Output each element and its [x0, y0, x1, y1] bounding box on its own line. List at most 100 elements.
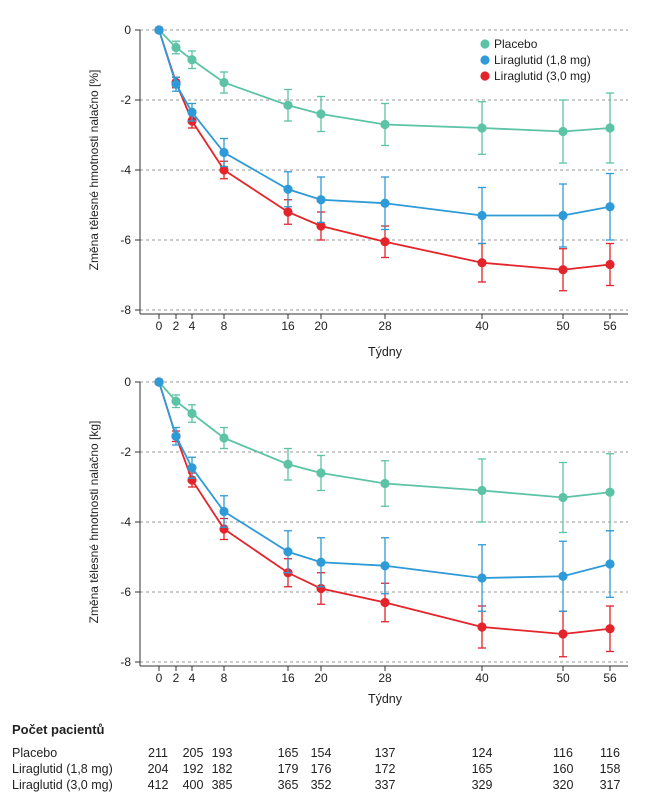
data-point: [316, 195, 326, 205]
series-1: [154, 25, 615, 164]
data-point: [558, 571, 568, 581]
patient-counts-title: Počet pacientů: [12, 722, 105, 737]
patient-count-cell: 165: [471, 762, 493, 776]
x-tick-label: 0: [156, 319, 163, 333]
data-point: [380, 561, 390, 571]
data-point: [219, 506, 229, 517]
data-point: [380, 119, 390, 130]
series-3: [154, 25, 615, 292]
y-tick-label: -4: [120, 515, 131, 529]
x-tick-label: 20: [314, 319, 328, 333]
data-point: [477, 258, 487, 268]
patient-count-cell: 165: [277, 746, 299, 760]
patient-count-cell: 160: [552, 762, 574, 776]
patient-count-cell: 172: [374, 762, 396, 776]
patient-count-row: Liraglutid (3,0 mg) 412 400 385 365 352 337 329…: [8, 778, 648, 794]
x-tick-label: 16: [281, 671, 295, 685]
data-point: [605, 624, 615, 634]
data-point: [558, 492, 568, 503]
data-point: [558, 629, 568, 639]
y-tick-label: -8: [120, 655, 131, 669]
data-point: [316, 468, 326, 478]
patient-count-cell: 179: [277, 762, 299, 776]
x-tick-label: 16: [281, 319, 295, 333]
patient-count-row-label: Placebo: [12, 746, 58, 760]
x-tick-label: 56: [603, 671, 617, 685]
legend-label: Liraglutid (3,0 mg): [494, 69, 591, 83]
patient-count-cell: 204: [147, 762, 169, 776]
y-tick-label: 0: [124, 375, 131, 389]
x-tick-label: 50: [556, 671, 570, 685]
data-point: [316, 109, 326, 119]
x-tick-label: 0: [156, 671, 163, 685]
patient-count-cell: 182: [211, 762, 233, 776]
legend-label: Placebo: [494, 37, 538, 51]
patient-count-cell: 329: [471, 778, 493, 792]
series-line: [158, 381, 611, 579]
data-point: [171, 396, 181, 406]
data-point: [283, 207, 293, 217]
data-point: [171, 431, 181, 441]
data-point: [219, 165, 229, 175]
series-2: [154, 25, 615, 248]
data-point: [219, 147, 229, 158]
patient-count-cell: 365: [277, 778, 299, 792]
data-point: [605, 487, 615, 497]
x-tick-label: 2: [173, 319, 180, 333]
data-point: [605, 123, 615, 133]
y-axis-label: Změna tělesné hmotnosti nalačno [%]: [87, 70, 101, 271]
patient-count-cell: 192: [182, 762, 204, 776]
x-tick-label: 40: [475, 319, 489, 333]
data-point: [380, 198, 390, 208]
data-point: [605, 259, 615, 270]
series-2: [154, 377, 615, 612]
data-point: [154, 377, 164, 387]
x-tick-label: 4: [189, 671, 196, 685]
series-line: [158, 29, 611, 271]
patient-count-cell: 352: [310, 778, 332, 792]
data-point: [477, 622, 487, 632]
patient-count-cell: 176: [310, 762, 332, 776]
x-axis-label: Týdny: [368, 692, 403, 706]
series-line: [158, 29, 611, 133]
data-point: [154, 25, 164, 35]
patient-count-cell: 205: [182, 746, 204, 760]
y-tick-label: -6: [120, 233, 131, 247]
patient-count-row: Placebo 211 205 193 165 154 137 124 116 116: [8, 746, 648, 762]
series-3: [154, 377, 615, 658]
data-point: [605, 202, 615, 212]
data-point: [477, 123, 487, 133]
y-axis-label: Změna tělesné hmotnosti nalačno [kg]: [87, 421, 101, 624]
y-tick-label: -6: [120, 585, 131, 599]
x-tick-label: 56: [603, 319, 617, 333]
x-tick-label: 50: [556, 319, 570, 333]
patient-count-row: Liraglutid (1,8 mg) 204 192 182 179 176 172 165…: [8, 762, 648, 778]
patient-count-cell: 337: [374, 778, 396, 792]
data-point: [283, 184, 293, 194]
x-tick-label: 40: [475, 671, 489, 685]
data-point: [380, 478, 390, 489]
series-line: [158, 29, 611, 217]
data-point: [187, 107, 197, 117]
data-point: [283, 459, 293, 469]
patient-count-cell: 412: [147, 778, 169, 792]
series-line: [158, 381, 611, 499]
y-tick-label: -2: [120, 445, 131, 459]
patient-counts-table: Počet pacientů Placebo 211 205 193 165 154 137…: [8, 718, 648, 798]
x-axis-label: Týdny: [368, 345, 403, 359]
patient-count-cell: 116: [600, 746, 620, 760]
data-point: [316, 557, 326, 567]
legend-label: Liraglutid (1,8 mg): [494, 53, 591, 67]
patient-count-cell: 211: [148, 746, 168, 760]
x-tick-label: 28: [378, 671, 392, 685]
data-point: [283, 100, 293, 110]
data-point: [477, 573, 487, 583]
data-point: [187, 55, 197, 65]
series-line: [158, 381, 611, 635]
patient-count-cell: 137: [374, 746, 396, 760]
data-point: [219, 77, 229, 88]
data-point: [171, 42, 181, 53]
data-point: [219, 433, 229, 443]
